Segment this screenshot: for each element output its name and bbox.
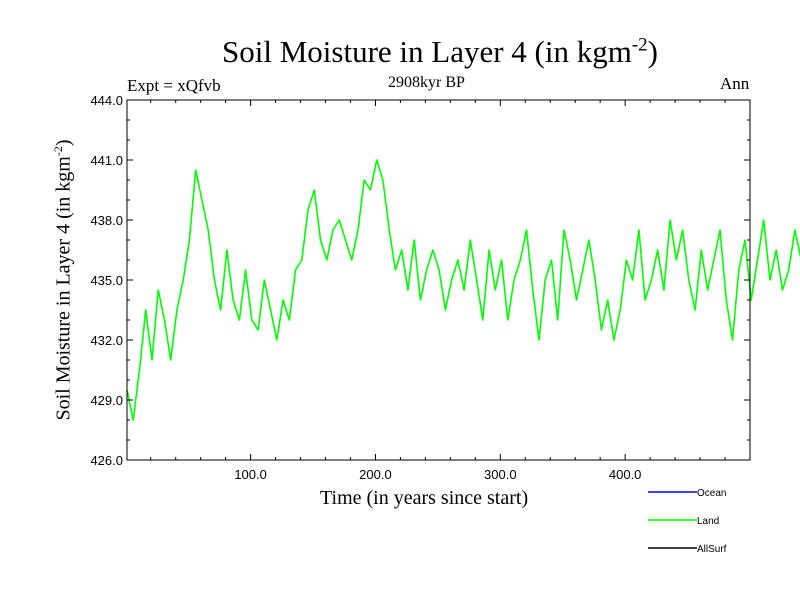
experiment-label: Expt = xQfvb xyxy=(127,76,221,95)
y-tick-label: 426.0 xyxy=(90,453,123,468)
y-tick-label: 441.0 xyxy=(90,153,123,168)
x-tick-label: 400.0 xyxy=(609,467,642,482)
y-tick-label: 444.0 xyxy=(90,93,123,108)
chart-subtitle: 2908kyr BP xyxy=(388,74,465,91)
chart-title: Soil Moisture in Layer 4 (in kgm-2) xyxy=(222,34,658,69)
y-tick-label: 435.0 xyxy=(90,273,123,288)
plot-frame xyxy=(126,99,751,461)
x-tick-label: 300.0 xyxy=(484,467,517,482)
legend-label-allsurf: AllSurf xyxy=(697,544,727,555)
y-tick-label: 429.0 xyxy=(90,393,123,408)
y-tick-label: 438.0 xyxy=(90,213,123,228)
legend-label-ocean: Ocean xyxy=(697,488,726,499)
legend: Ocean Land AllSurf xyxy=(648,488,727,555)
season-label: Ann xyxy=(720,74,750,93)
tick-layer: 426.0 429.0 432.0 435.0 438.0 441.0 444.0 100.0… xyxy=(90,93,750,482)
y-tick-label: 432.0 xyxy=(90,333,123,348)
x-tick-label: 100.0 xyxy=(234,467,267,482)
legend-label-land: Land xyxy=(697,516,719,527)
x-axis-label: Time (in years since start) xyxy=(320,487,529,509)
series-line-land xyxy=(126,159,800,421)
x-tick-label: 200.0 xyxy=(359,467,392,482)
series-layer xyxy=(126,159,800,421)
